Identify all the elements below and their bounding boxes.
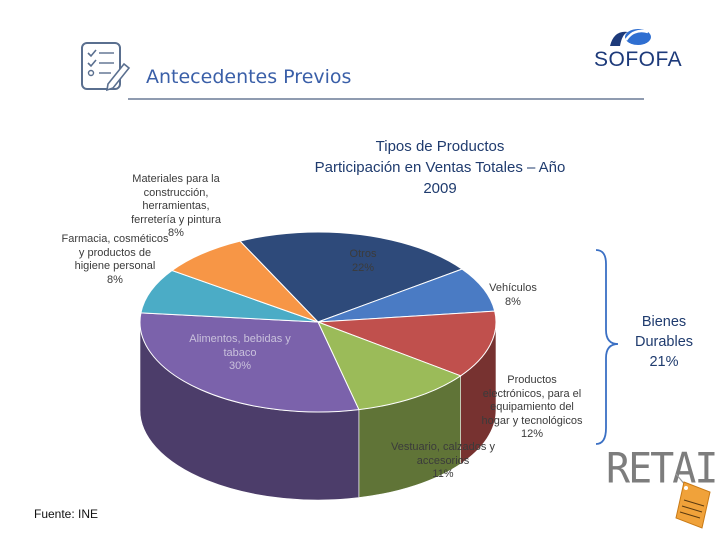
source-note: Fuente: INE <box>34 507 99 521</box>
pie-slice-farmacia <box>140 269 319 323</box>
price-tag-icon <box>675 473 711 529</box>
durable-goods-line: Durables <box>634 334 694 350</box>
retail-logo-text: RETAIL <box>606 444 720 494</box>
pie-slice-materiales <box>170 240 319 323</box>
slice-label-vestuario: Vestuario, calzados y accesorios 11% <box>391 441 495 480</box>
slice-label-otros: Otros 22% <box>349 248 377 274</box>
durable-goods-line: Bienes <box>641 314 687 330</box>
slice-label-vehiculos: Vehículos 8% <box>489 282 537 308</box>
slice-label-electronicos: Productos electrónicos, para el equipamien… <box>481 374 583 440</box>
pie-slice-alimentos <box>139 312 360 413</box>
pie-slice-productos <box>317 310 497 377</box>
sofofa-logo-icon <box>610 29 651 46</box>
durable-goods-line: 21% <box>649 354 679 370</box>
page-title: Antecedentes Previos <box>146 66 352 88</box>
chart-title-line: Participación en Ventas Totales – Año <box>314 159 566 176</box>
durable-goods-note: Bienes Durables 21% <box>622 312 706 372</box>
slice-label-materiales: Materiales para la construcción, herramien… <box>131 173 221 239</box>
chart-title-line: 2009 <box>423 180 457 197</box>
pie-slice-vestuario <box>317 321 462 411</box>
chart-title: Tipos de Productos Participación en Vent… <box>280 136 600 199</box>
bracket-icon <box>595 249 619 445</box>
checklist-icon <box>81 42 131 92</box>
header-divider <box>128 98 644 100</box>
pie-slice-otros <box>239 231 464 323</box>
slice-label-alimentos: Alimentos, bebidas y tabaco 30% <box>189 333 291 372</box>
pie-slice-vehiculos <box>317 268 496 323</box>
slice-label-farmacia: Farmacia, cosméticos y productos de higien… <box>61 233 169 286</box>
chart-title-line: Tipos de Productos <box>375 138 505 155</box>
logo-text: SOFOFA <box>594 48 683 71</box>
